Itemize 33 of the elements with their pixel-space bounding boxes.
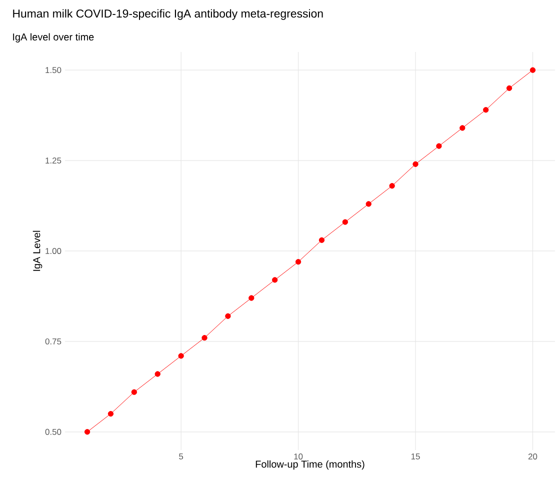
point — [460, 125, 466, 131]
point — [178, 353, 184, 359]
point — [84, 429, 90, 435]
point — [131, 389, 138, 395]
x-tick-label: 10 — [294, 454, 303, 460]
y-tick-label: 1.25 — [46, 158, 62, 164]
y-tick-label: 0.50 — [45, 428, 62, 435]
point — [202, 334, 208, 341]
point — [272, 277, 278, 283]
point — [389, 183, 395, 189]
point — [225, 313, 231, 319]
point — [108, 410, 114, 417]
chart-title: Human milk COVID-19-specific IgA antibody meta-regression — [13, 9, 323, 20]
point — [342, 219, 348, 225]
x-tick-label: 5 — [179, 454, 184, 460]
y-tick-label: 1.50 — [46, 67, 62, 74]
y-tick-label: 1.00 — [46, 248, 62, 254]
chart-subtitle: IgA level over time — [13, 33, 94, 42]
point — [318, 237, 325, 243]
point — [295, 259, 302, 265]
point — [154, 371, 160, 377]
x-tick-label: 15 — [411, 454, 420, 460]
y-axis-title: IgA Level — [32, 230, 42, 271]
y-tick-label: 0.75 — [45, 338, 62, 344]
x-axis-title: Follow-up Time (months) — [256, 460, 364, 470]
point — [412, 161, 418, 167]
point — [506, 85, 512, 92]
point — [483, 107, 489, 113]
point — [248, 295, 254, 301]
point — [530, 67, 536, 73]
x-tick-label: 20 — [528, 454, 538, 460]
point — [436, 143, 442, 149]
point — [366, 201, 372, 207]
